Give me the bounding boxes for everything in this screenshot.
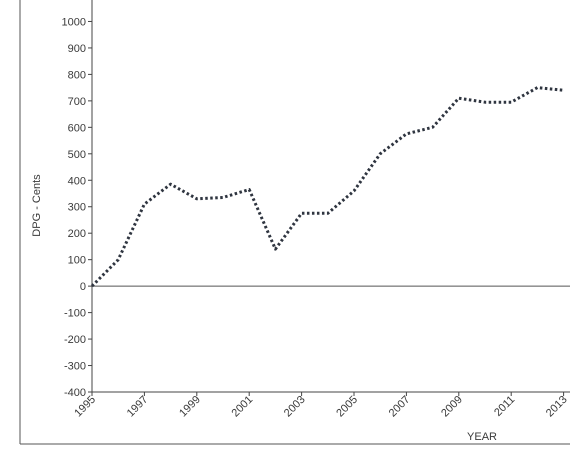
x-tick-label: 2005 (334, 394, 360, 420)
y-tick-label: 100 (68, 255, 86, 267)
y-tick-label: 300 (68, 202, 86, 214)
y-tick-label: 800 (68, 69, 86, 81)
y-tick-label: 0 (80, 281, 86, 293)
y-tick-label: 1100 (62, 0, 86, 2)
y-tick-label: 500 (68, 149, 86, 161)
y-tick-label: -100 (64, 308, 86, 320)
x-tick-label: 2011 (492, 394, 517, 419)
y-tick-label: 1000 (62, 16, 86, 28)
series-layer (92, 88, 564, 287)
x-tick-label: 1997 (125, 394, 151, 420)
x-tick-label: 1999 (177, 394, 203, 420)
x-tick-label: 2001 (230, 394, 256, 420)
y-axis: -400 -300 -200 -100 0 100 200 300 400 500 600 700 80… (62, 0, 92, 399)
y-tick-label: 700 (68, 96, 86, 108)
y-tick-label: 400 (68, 175, 86, 187)
y-tick-label: 900 (68, 43, 86, 55)
plot-frame (20, 0, 570, 444)
y-tick-label: 600 (68, 122, 86, 134)
x-tick-label: 2013 (544, 394, 570, 420)
y-tick-label: -200 (64, 334, 86, 346)
y-axis-title: DPG - Cents (31, 174, 43, 237)
x-tick-label: 2009 (439, 394, 465, 420)
y-tick-label: 200 (68, 228, 86, 240)
y-tick-label: -400 (64, 387, 86, 399)
x-tick-label: 2003 (282, 394, 308, 420)
y-tick-label: -300 (64, 361, 86, 373)
x-axis-title: YEAR (467, 431, 497, 443)
series-line (92, 88, 564, 287)
x-tick-label: 2007 (387, 394, 413, 420)
